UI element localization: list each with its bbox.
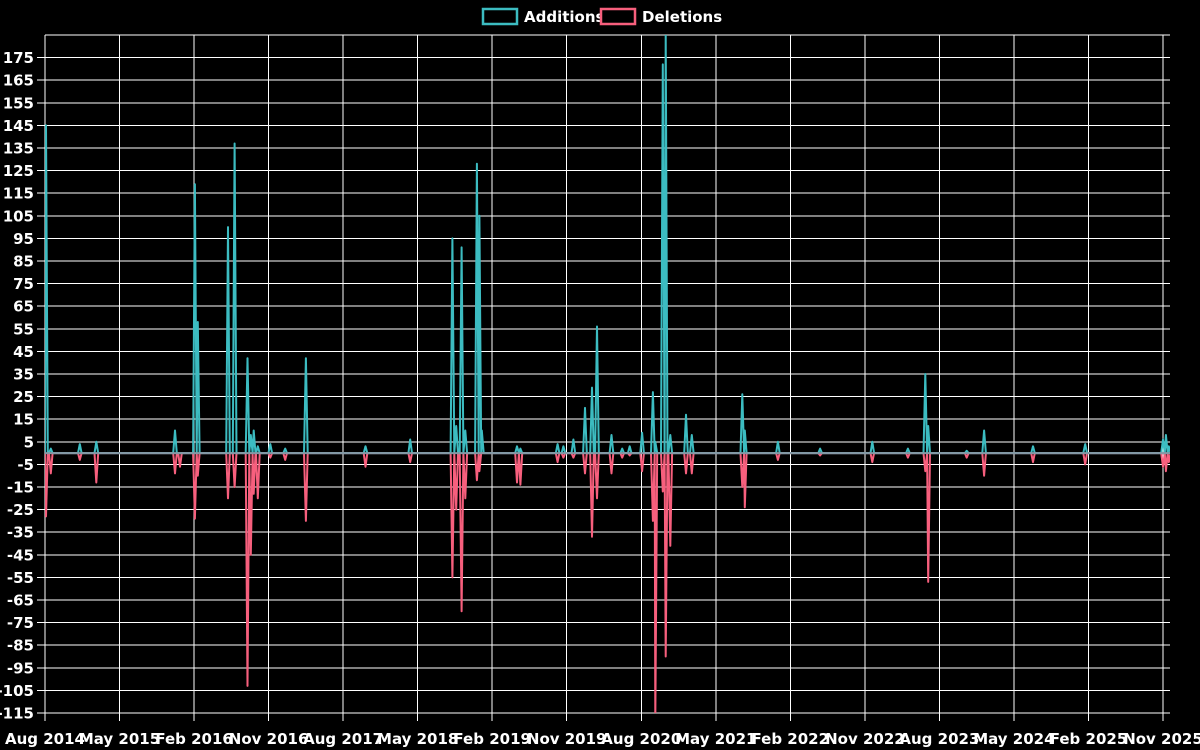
y-axis-label: 175 bbox=[3, 49, 34, 67]
y-axis-label: 65 bbox=[13, 298, 34, 316]
x-axis-label: Aug 2020 bbox=[601, 730, 681, 748]
x-axis-label: Feb 2019 bbox=[453, 730, 531, 748]
y-axis-label: -45 bbox=[7, 546, 34, 564]
y-axis-label: -85 bbox=[7, 637, 34, 655]
y-axis-label: 155 bbox=[3, 94, 34, 112]
y-axis-label: -55 bbox=[7, 569, 34, 587]
y-axis-label: 75 bbox=[13, 275, 34, 293]
y-axis-label: 125 bbox=[3, 162, 34, 180]
y-axis-label: -15 bbox=[7, 479, 34, 497]
x-axis-label: May 2015 bbox=[79, 730, 160, 748]
y-axis-label: -35 bbox=[7, 524, 34, 542]
y-axis-label: 55 bbox=[13, 320, 34, 338]
y-axis-label: 165 bbox=[3, 72, 34, 90]
deletions-line bbox=[45, 452, 1170, 713]
x-axis-label: Aug 2023 bbox=[899, 730, 979, 748]
axis-ticks bbox=[37, 57, 1164, 721]
y-axis-label: 35 bbox=[13, 366, 34, 384]
y-axis-label: 5 bbox=[24, 433, 34, 451]
x-axis-label: Nov 2025 bbox=[1123, 730, 1200, 748]
y-axis-label: 135 bbox=[3, 140, 34, 158]
y-axis-label: 85 bbox=[13, 253, 34, 271]
y-axis-label: 45 bbox=[13, 343, 34, 361]
x-axis-label: May 2024 bbox=[973, 730, 1054, 748]
x-axis-label: Feb 2022 bbox=[752, 730, 830, 748]
x-axis-label: May 2021 bbox=[675, 730, 756, 748]
y-axis-label: 25 bbox=[13, 388, 34, 406]
y-axis-label: -115 bbox=[0, 705, 34, 723]
additions-line bbox=[45, 35, 1170, 455]
y-axis-label: -5 bbox=[17, 456, 34, 474]
additions-legend-swatch[interactable] bbox=[481, 7, 519, 26]
deletions-legend-label[interactable]: Deletions bbox=[642, 8, 722, 26]
y-axis-label: 15 bbox=[13, 411, 34, 429]
y-axis-label: -75 bbox=[7, 614, 34, 632]
legend: Additions Deletions bbox=[481, 7, 722, 26]
x-axis-label: May 2018 bbox=[377, 730, 458, 748]
data-series bbox=[45, 35, 1170, 713]
x-axis-label: Feb 2016 bbox=[155, 730, 233, 748]
y-axis-label: 105 bbox=[3, 207, 34, 225]
x-axis-label: Aug 2014 bbox=[5, 730, 85, 748]
x-axis-label: Nov 2019 bbox=[527, 730, 607, 748]
y-axis-label: -25 bbox=[7, 501, 34, 519]
y-axis-label: -105 bbox=[0, 682, 34, 700]
gridlines bbox=[44, 34, 1170, 714]
x-axis-label: Nov 2016 bbox=[229, 730, 309, 748]
deletions-legend-swatch[interactable] bbox=[599, 7, 637, 26]
x-axis-label: Nov 2022 bbox=[825, 730, 905, 748]
x-axis-label: Aug 2017 bbox=[303, 730, 383, 748]
y-axis-label: 95 bbox=[13, 230, 34, 248]
y-axis-label: -65 bbox=[7, 592, 34, 610]
y-axis-label: 145 bbox=[3, 117, 34, 135]
y-axis-label: -95 bbox=[7, 659, 34, 677]
additions-legend-label[interactable]: Additions bbox=[524, 8, 605, 26]
y-axis-label: 115 bbox=[3, 185, 34, 203]
x-axis-label: Feb 2025 bbox=[1050, 730, 1128, 748]
